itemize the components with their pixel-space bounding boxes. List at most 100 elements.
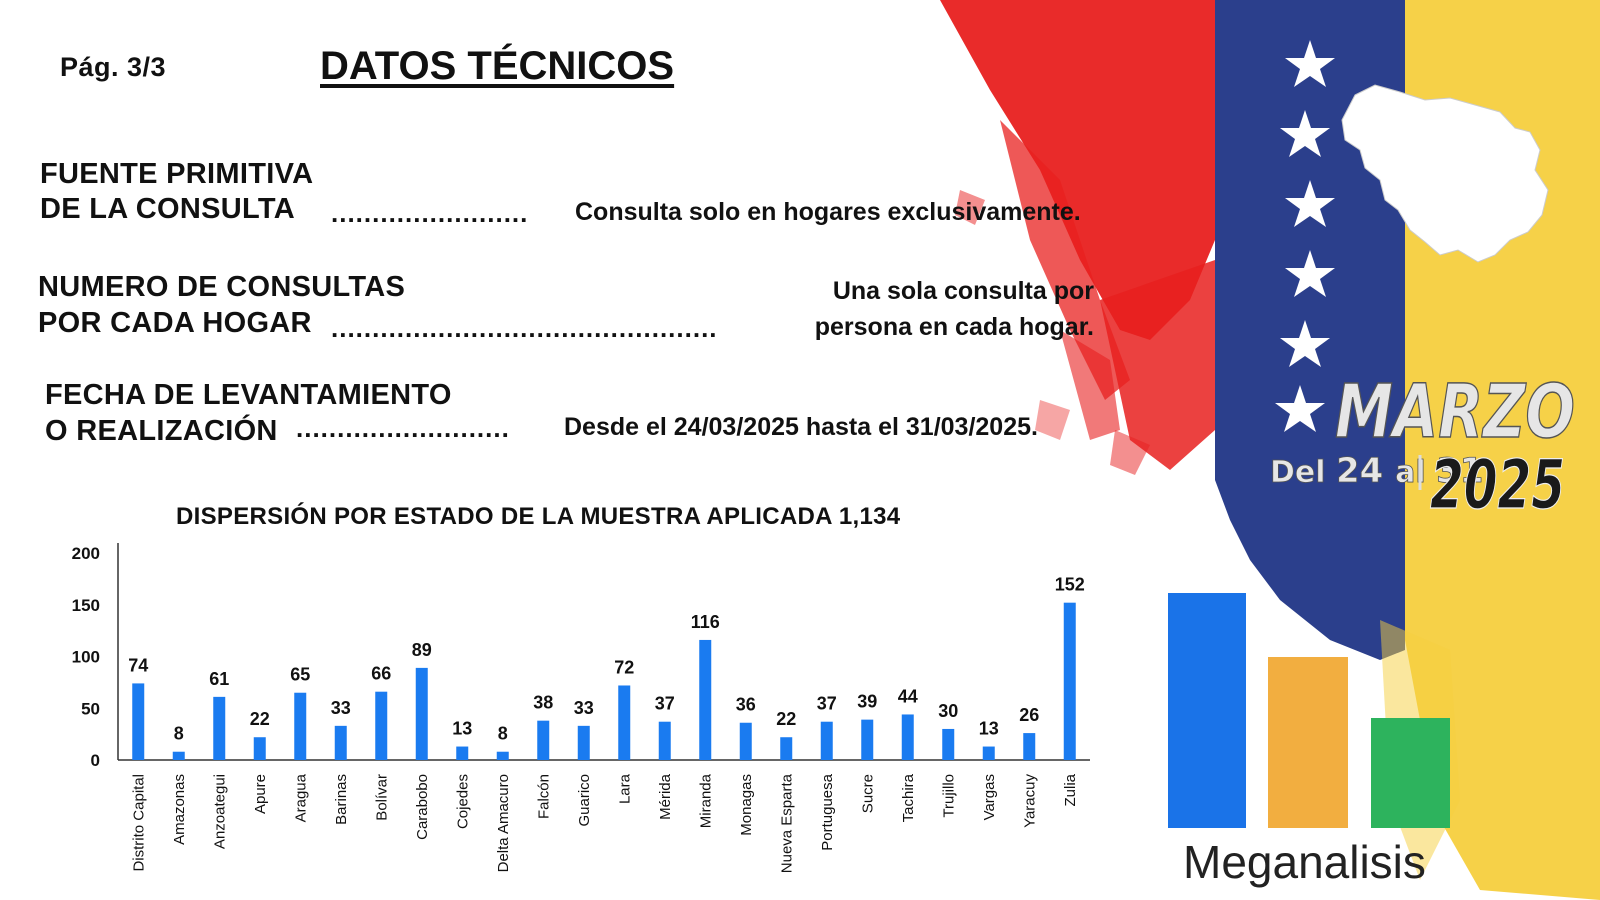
x-tick-label: Bolívar bbox=[373, 774, 390, 821]
field-3-leader-dots: .......................... bbox=[296, 413, 510, 443]
bar bbox=[213, 696, 226, 760]
x-tick-label: Cojedes bbox=[454, 774, 471, 829]
data-label: 152 bbox=[1055, 575, 1085, 595]
bar bbox=[982, 746, 995, 760]
bar bbox=[294, 692, 307, 760]
data-label: 61 bbox=[209, 669, 229, 689]
bar bbox=[1063, 602, 1076, 760]
field-3-label-line-1: FECHA DE LEVANTAMIENTO bbox=[45, 379, 452, 411]
x-tick-label: Anzoategui bbox=[211, 774, 228, 849]
data-label: 8 bbox=[498, 724, 508, 744]
bar-chart: 0 50 100 150 200 74 Distrito Capital 8 Amazonas 6… bbox=[72, 543, 1090, 873]
venezuela-map-icon bbox=[1341, 84, 1549, 263]
x-tick-label: Lara bbox=[616, 773, 633, 804]
data-label: 8 bbox=[174, 724, 184, 744]
range-mid: al bbox=[1395, 455, 1436, 490]
bar bbox=[253, 737, 266, 760]
banner-year: 2025 bbox=[1430, 446, 1565, 525]
x-tick-label: Delta Amacuro bbox=[495, 774, 512, 872]
field-2-value-line-2: persona en cada hogar. bbox=[814, 313, 1094, 341]
field-1-value: Consulta solo en hogares exclusivamente. bbox=[575, 198, 1081, 226]
data-label: 74 bbox=[128, 655, 148, 675]
bar bbox=[1023, 733, 1036, 760]
field-2-leader-dots: ........................................… bbox=[331, 313, 718, 343]
x-tick-label: Carabobo bbox=[414, 774, 431, 840]
field-1-label-line-2: DE LA CONSULTA bbox=[40, 193, 295, 225]
bar bbox=[456, 746, 469, 760]
bar bbox=[739, 722, 752, 760]
x-tick-label: Zulia bbox=[1062, 773, 1079, 806]
page-title: DATOS TÉCNICOS bbox=[320, 44, 675, 88]
data-label: 65 bbox=[290, 665, 310, 685]
bar bbox=[334, 725, 347, 760]
x-tick-label: Sucre bbox=[859, 774, 876, 813]
x-tick-label: Nueva Esparta bbox=[778, 773, 795, 873]
red-brush-strokes bbox=[940, 0, 1215, 475]
x-tick-label: Distrito Capital bbox=[130, 774, 147, 872]
y-tick-label: 100 bbox=[72, 648, 100, 667]
bar bbox=[861, 719, 874, 760]
field-2-value-line-1: Una sola consulta por bbox=[832, 277, 1094, 305]
banner-range: Del 24 al 31 bbox=[1270, 451, 1483, 491]
range-day-start: 24 bbox=[1336, 451, 1395, 491]
field-3-label-line-2: O REALIZACIÓN bbox=[45, 415, 278, 447]
data-label: 22 bbox=[776, 709, 796, 729]
x-tick-label: Portuguesa bbox=[819, 773, 836, 850]
data-label: 22 bbox=[250, 709, 270, 729]
data-label: 37 bbox=[817, 694, 837, 714]
chart-title: DISPERSIÓN POR ESTADO DE LA MUESTRA APLI… bbox=[176, 503, 901, 530]
field-1-leader-dots: ........................ bbox=[331, 198, 529, 228]
bar bbox=[375, 691, 388, 760]
x-tick-label: Yaracuy bbox=[1021, 774, 1038, 828]
x-tick-label: Guarico bbox=[576, 774, 593, 827]
page-number: Pág. 3/3 bbox=[60, 52, 167, 82]
field-1-label-line-1: FUENTE PRIMITIVA bbox=[40, 158, 314, 190]
x-tick-label: Tachira bbox=[900, 773, 917, 822]
y-tick-label: 0 bbox=[91, 751, 100, 770]
data-label: 30 bbox=[938, 701, 958, 721]
range-prefix: Del bbox=[1270, 455, 1336, 490]
bar bbox=[172, 751, 185, 760]
data-label: 38 bbox=[533, 693, 553, 713]
data-label: 13 bbox=[452, 719, 472, 739]
x-tick-label: Monagas bbox=[738, 774, 755, 836]
y-tick-label: 200 bbox=[72, 544, 100, 563]
data-label: 44 bbox=[898, 686, 918, 706]
white-stars bbox=[1275, 40, 1335, 432]
data-label: 13 bbox=[979, 719, 999, 739]
data-label: 66 bbox=[371, 664, 391, 684]
bar bbox=[658, 721, 671, 760]
x-tick-label: Mérida bbox=[657, 773, 674, 820]
data-label: 26 bbox=[1019, 705, 1039, 725]
bar bbox=[699, 639, 712, 760]
x-tick-label: Falcón bbox=[535, 774, 552, 819]
x-tick-label: Barinas bbox=[333, 774, 350, 825]
bar bbox=[537, 720, 550, 760]
x-tick-label: Aragua bbox=[292, 773, 309, 822]
bar bbox=[132, 683, 145, 760]
bar bbox=[618, 685, 631, 760]
data-label: 116 bbox=[691, 612, 720, 632]
bar bbox=[780, 737, 793, 760]
x-tick-label: Trujillo bbox=[940, 774, 957, 818]
banner-month: MARZO bbox=[1335, 369, 1575, 455]
bar bbox=[820, 721, 833, 760]
data-label: 72 bbox=[614, 657, 634, 677]
bar bbox=[942, 728, 955, 760]
field-3-value: Desde el 24/03/2025 hasta el 31/03/2025. bbox=[564, 413, 1038, 441]
y-tick-label: 150 bbox=[72, 596, 100, 615]
y-tick-label: 50 bbox=[81, 699, 100, 718]
bar bbox=[901, 714, 914, 760]
x-tick-label: Apure bbox=[252, 774, 269, 814]
bar bbox=[415, 667, 428, 760]
data-label: 33 bbox=[574, 698, 594, 718]
x-tick-label: Miranda bbox=[697, 773, 714, 828]
data-label: 37 bbox=[655, 694, 675, 714]
range-day-end: 31 bbox=[1436, 451, 1483, 491]
brand-name: Meganalisis bbox=[1183, 836, 1426, 888]
bar bbox=[496, 751, 509, 760]
data-label: 39 bbox=[857, 692, 877, 712]
x-tick-label: Amazonas bbox=[171, 774, 188, 845]
data-label: 36 bbox=[736, 695, 756, 715]
